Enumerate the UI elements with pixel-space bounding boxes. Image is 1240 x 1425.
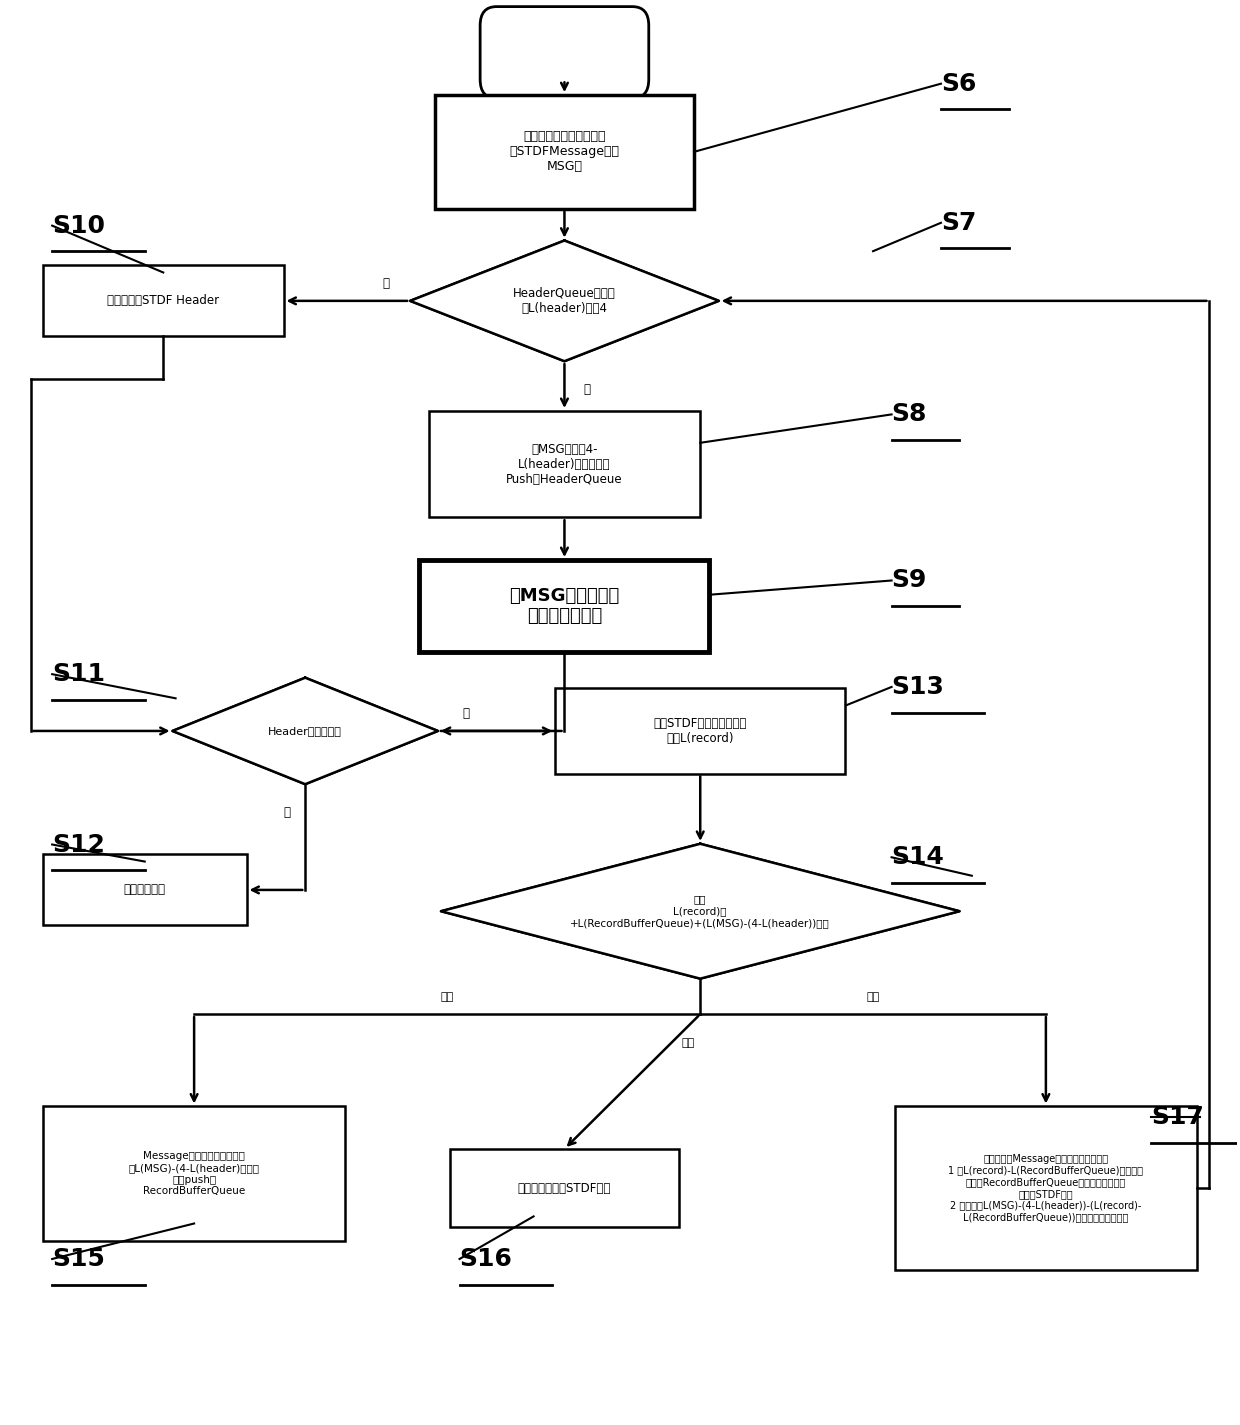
Text: 收到新的数据包（解出包
的STDFMessage部分
MSG）: 收到新的数据包（解出包 的STDFMessage部分 MSG） bbox=[510, 130, 620, 174]
Polygon shape bbox=[441, 844, 960, 979]
Text: 解析一条完整的STDF记录: 解析一条完整的STDF记录 bbox=[518, 1181, 611, 1194]
Text: S7: S7 bbox=[941, 211, 976, 235]
Text: 否: 否 bbox=[583, 383, 590, 396]
Text: S9: S9 bbox=[892, 569, 928, 593]
Bar bbox=[419, 560, 709, 653]
Text: 得到STDF记录的剩余部分
长度L(record): 得到STDF记录的剩余部分 长度L(record) bbox=[653, 717, 746, 745]
Text: 比较
L(record)和
+L(RecordBufferQueue)+(L(MSG)-(4-L(header))）？: 比较 L(record)和 +L(RecordBufferQueue)+(L(M… bbox=[570, 895, 830, 928]
Text: Message不完整，长度不够，
将L(MSG)-(4-L(header)长度的
数据push到
RecordBufferQueue: Message不完整，长度不够， 将L(MSG)-(4-L(header)长度的… bbox=[129, 1151, 259, 1196]
Text: 初始化一个STDF Header: 初始化一个STDF Header bbox=[107, 295, 219, 308]
Text: 大于: 大于 bbox=[440, 992, 454, 1002]
Bar bbox=[43, 855, 247, 925]
Text: 丢掉无效数据: 丢掉无效数据 bbox=[124, 884, 166, 896]
Polygon shape bbox=[410, 241, 719, 361]
Text: 组合完当前Message，还有多余的数据。
1 将L(record)-L(RecordBufferQueue)长度的数
据与原RecordBufferQueue: 组合完当前Message，还有多余的数据。 1 将L(record)-L(Rec… bbox=[949, 1154, 1143, 1223]
Text: Header数据有效？: Header数据有效？ bbox=[268, 725, 342, 735]
Text: S12: S12 bbox=[52, 832, 105, 856]
Text: 是: 是 bbox=[382, 278, 389, 291]
Polygon shape bbox=[172, 678, 438, 784]
Bar bbox=[429, 410, 701, 517]
FancyBboxPatch shape bbox=[480, 7, 649, 98]
Text: 从MSG中截取4-
L(header)长度的数据
Push到HeaderQueue: 从MSG中截取4- L(header)长度的数据 Push到HeaderQueu… bbox=[506, 443, 622, 486]
Bar bbox=[450, 1149, 678, 1227]
Text: S13: S13 bbox=[892, 675, 945, 698]
Bar bbox=[43, 265, 284, 336]
Text: S11: S11 bbox=[52, 663, 105, 687]
Text: S16: S16 bbox=[460, 1247, 512, 1271]
Text: S14: S14 bbox=[892, 845, 945, 869]
Bar bbox=[435, 95, 694, 208]
Text: 在MSG中标记已经
截取的数据坐标: 在MSG中标记已经 截取的数据坐标 bbox=[510, 587, 620, 626]
Bar bbox=[895, 1106, 1197, 1270]
Text: 小于: 小于 bbox=[867, 992, 879, 1002]
Text: S17: S17 bbox=[1151, 1104, 1204, 1129]
Bar bbox=[556, 688, 846, 774]
Text: 否: 否 bbox=[283, 807, 290, 819]
Text: HeaderQueue已有长
度L(header)等于4: HeaderQueue已有长 度L(header)等于4 bbox=[513, 286, 616, 315]
Text: S6: S6 bbox=[941, 71, 976, 95]
Bar bbox=[43, 1106, 345, 1241]
Text: S15: S15 bbox=[52, 1247, 105, 1271]
Text: 等于: 等于 bbox=[681, 1037, 694, 1047]
Text: 是: 是 bbox=[463, 707, 470, 721]
Text: S10: S10 bbox=[52, 214, 105, 238]
Text: S8: S8 bbox=[892, 402, 928, 426]
